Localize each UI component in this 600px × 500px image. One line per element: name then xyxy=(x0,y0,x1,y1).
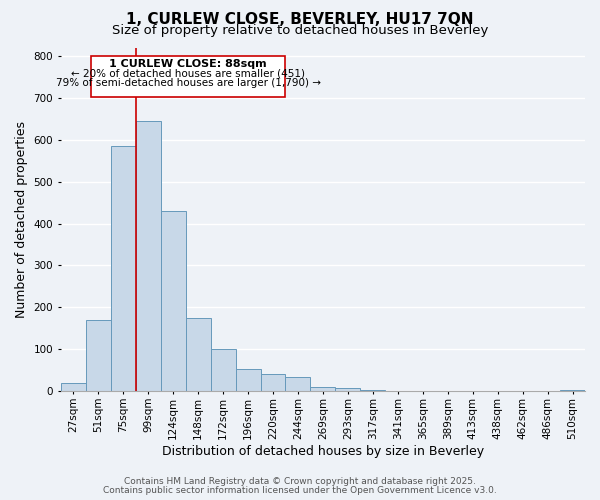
Bar xyxy=(111,146,136,392)
Bar xyxy=(335,388,361,392)
FancyBboxPatch shape xyxy=(91,56,286,97)
Text: Contains public sector information licensed under the Open Government Licence v3: Contains public sector information licen… xyxy=(103,486,497,495)
Bar xyxy=(361,390,385,392)
Bar xyxy=(161,211,185,392)
Bar xyxy=(185,318,211,392)
Bar xyxy=(286,378,310,392)
Bar xyxy=(260,374,286,392)
Text: Size of property relative to detached houses in Beverley: Size of property relative to detached ho… xyxy=(112,24,488,37)
X-axis label: Distribution of detached houses by size in Beverley: Distribution of detached houses by size … xyxy=(162,444,484,458)
Text: ← 20% of detached houses are smaller (451): ← 20% of detached houses are smaller (45… xyxy=(71,68,305,78)
Bar xyxy=(310,386,335,392)
Bar xyxy=(560,390,585,392)
Bar xyxy=(61,383,86,392)
Text: Contains HM Land Registry data © Crown copyright and database right 2025.: Contains HM Land Registry data © Crown c… xyxy=(124,477,476,486)
Bar xyxy=(236,370,260,392)
Text: 79% of semi-detached houses are larger (1,790) →: 79% of semi-detached houses are larger (… xyxy=(56,78,320,88)
Bar xyxy=(136,121,161,392)
Bar xyxy=(86,320,111,392)
Bar xyxy=(211,350,236,392)
Text: 1, CURLEW CLOSE, BEVERLEY, HU17 7QN: 1, CURLEW CLOSE, BEVERLEY, HU17 7QN xyxy=(126,12,474,26)
Text: 1 CURLEW CLOSE: 88sqm: 1 CURLEW CLOSE: 88sqm xyxy=(109,59,267,69)
Y-axis label: Number of detached properties: Number of detached properties xyxy=(15,121,28,318)
